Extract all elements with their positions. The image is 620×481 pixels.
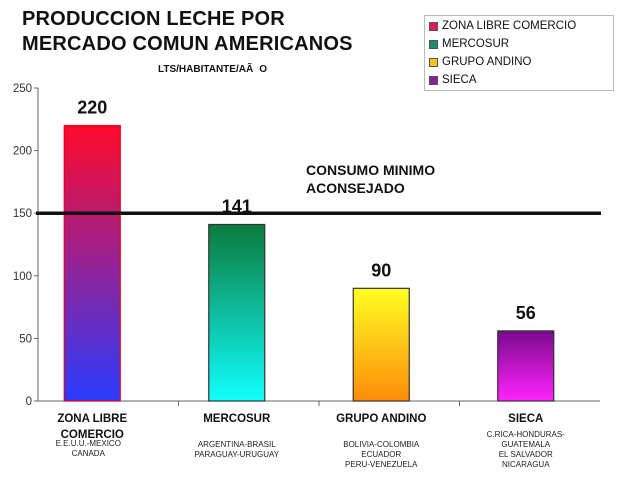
- chart-title-line-1: PRODUCCION LECHE POR: [22, 8, 285, 30]
- category-countries-line: PERU-VENEZUELA: [345, 460, 418, 469]
- y-tick-label: 150: [13, 208, 32, 220]
- reference-line-label-line-2: ACONSEJADO: [306, 180, 405, 196]
- category-countries-label: E.E.U.U.-MEXICO CANADA: [23, 439, 153, 459]
- category-countries-line: E.E.U.U.-MEXICO: [55, 439, 121, 448]
- category-countries-label: C.RICA-HONDURAS- GUATEMALA EL SALVADOR NICA…: [461, 430, 591, 470]
- x-tick-label-line: COMERCIO: [60, 429, 124, 441]
- legend-label: ZONA LIBRE COMERCIO: [442, 20, 577, 32]
- reference-line-label-line-1: CONSUMO MINIMO: [306, 162, 436, 178]
- legend-swatch: [429, 57, 438, 67]
- y-tick-label: 50: [19, 333, 32, 345]
- x-tick-label-line: MERCOSUR: [203, 413, 271, 425]
- x-tick-label: GRUPO ANDINO: [316, 411, 446, 427]
- reference-line-label: CONSUMO MINIMO ACONSEJADO: [306, 161, 435, 197]
- chart-title-line-2: MERCADO COMUN AMERICANOS: [22, 33, 353, 55]
- category-countries-line: C.RICA-HONDURAS-: [486, 430, 565, 439]
- category-countries-line: ARGENTINA-BRASIL: [197, 440, 276, 449]
- category-countries-line: BOLIVIA-COLOMBIA: [343, 440, 420, 449]
- y-tick-label: 250: [13, 83, 32, 95]
- y-tick-label: 100: [13, 271, 32, 283]
- x-tick-label: SIECA: [461, 411, 591, 427]
- legend-label: GRUPO ANDINO: [442, 56, 532, 68]
- legend-item-mercosur: MERCOSUR: [425, 35, 613, 53]
- legend-label: SIECA: [442, 74, 477, 86]
- category-countries-line: PARAGUAY-URUGUAY: [194, 450, 280, 459]
- bar: [63, 124, 121, 402]
- data-label: 220: [77, 98, 107, 118]
- legend-item-sieca: SIECA: [425, 71, 613, 89]
- legend-swatch: [429, 39, 438, 49]
- category-countries-line: GUATEMALA: [501, 440, 551, 449]
- x-tick-label-line: ZONA LIBRE: [57, 413, 128, 425]
- bar: [208, 223, 266, 402]
- x-tick-label-line: SIECA: [508, 413, 544, 425]
- data-label: 56: [516, 303, 536, 323]
- legend-item-zona-libre-comercio: ZONA LIBRE COMERCIO: [425, 17, 613, 35]
- x-tick-label-line: GRUPO ANDINO: [336, 413, 427, 425]
- category-countries-label: BOLIVIA-COLOMBIA ECUADOR PERU-VENEZUELA: [316, 440, 446, 470]
- x-tick-label: ZONA LIBRE COMERCIO: [27, 411, 157, 443]
- data-label: 90: [371, 260, 391, 280]
- y-tick-label: 0: [26, 396, 32, 408]
- legend-swatch: [429, 21, 438, 31]
- legend-label: MERCOSUR: [442, 38, 510, 50]
- bar: [352, 287, 410, 402]
- legend: ZONA LIBRE COMERCIO MERCOSUR GRUPO ANDIN…: [424, 15, 614, 91]
- category-countries-line: CANADA: [71, 449, 105, 458]
- y-tick-label: 200: [13, 146, 32, 158]
- chart-subtitle: LTS/HABITANTE/AÃO: [158, 64, 268, 75]
- legend-item-grupo-andino: GRUPO ANDINO: [425, 53, 613, 71]
- category-countries-line: NICARAGUA: [501, 460, 550, 469]
- category-countries-line: EL SALVADOR: [498, 450, 553, 459]
- legend-swatch: [429, 75, 438, 85]
- x-tick-label: MERCOSUR: [172, 411, 302, 427]
- category-countries-line: ECUADOR: [361, 450, 402, 459]
- category-countries-label: ARGENTINA-BRASIL PARAGUAY-URUGUAY: [172, 440, 302, 460]
- bar: [497, 330, 555, 402]
